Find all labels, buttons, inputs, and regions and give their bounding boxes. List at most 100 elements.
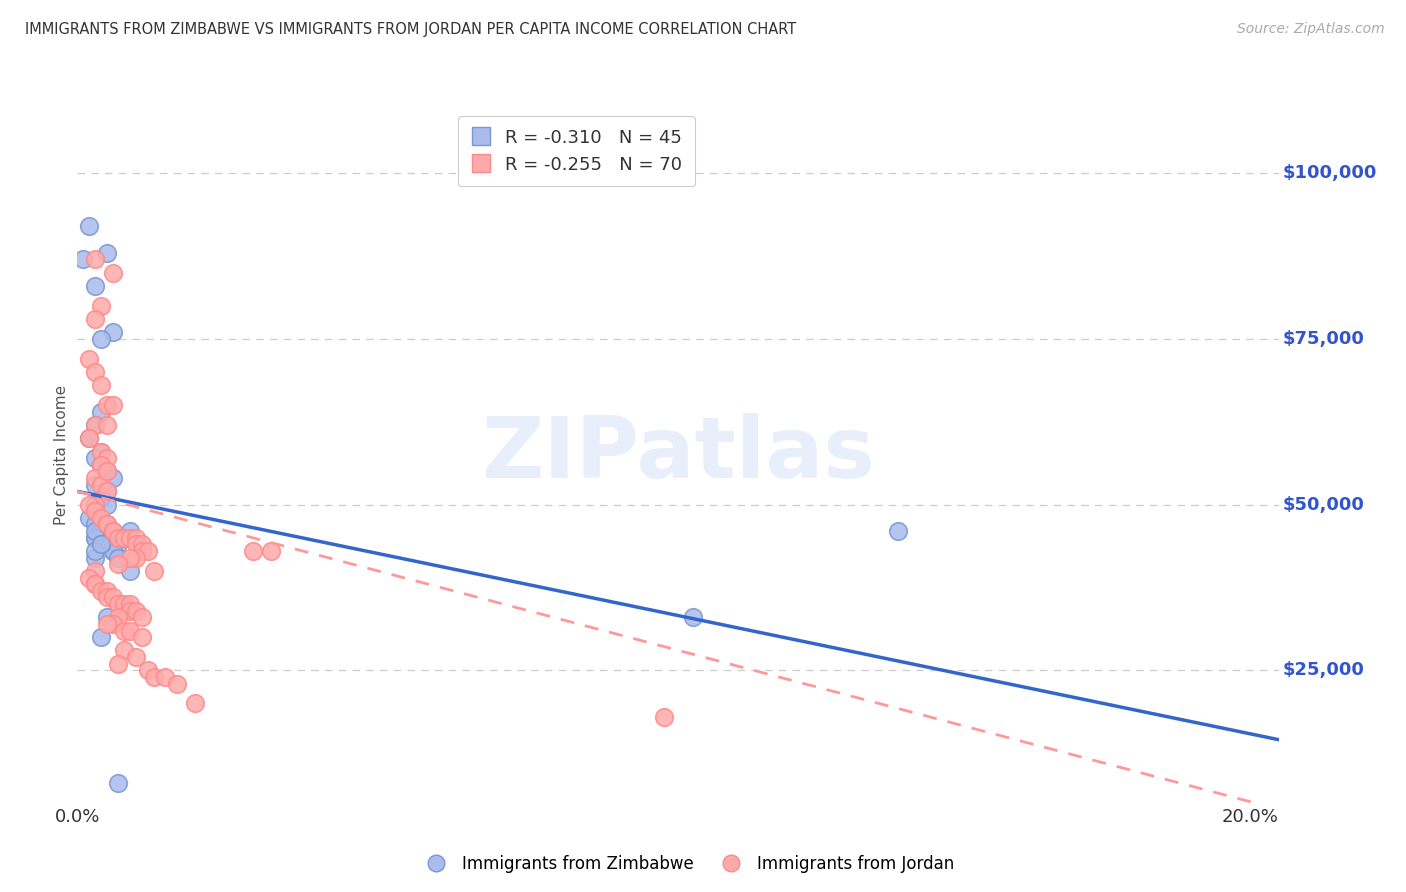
Point (84, 498, 107, 512)
Point (120, 597, 142, 611)
Point (112, 531, 135, 545)
Point (84, 498, 107, 512)
Point (183, 697, 205, 711)
Point (84, 504, 107, 518)
Point (84, 365, 107, 379)
Point (96, 451, 118, 466)
Point (96, 398, 118, 412)
Point (101, 524, 124, 538)
Point (84, 544, 107, 558)
Point (120, 564, 142, 578)
Text: $100,000: $100,000 (1282, 164, 1376, 182)
Point (72, 252, 94, 267)
Point (112, 604, 135, 618)
Point (107, 657, 129, 671)
Point (136, 544, 159, 558)
Point (125, 531, 148, 545)
Point (84, 312, 107, 326)
Point (120, 604, 142, 618)
Point (90, 444, 112, 458)
Point (107, 597, 129, 611)
Point (125, 550, 148, 565)
Point (84, 577, 107, 591)
Point (131, 630, 153, 644)
Point (84, 504, 107, 518)
Point (112, 643, 135, 657)
Point (101, 591, 124, 605)
Point (107, 550, 129, 565)
Point (90, 405, 112, 419)
Point (125, 650, 148, 665)
Point (84, 418, 107, 433)
Point (101, 471, 124, 485)
Point (131, 610, 153, 624)
Point (96, 610, 118, 624)
Point (90, 524, 112, 538)
Point (84, 477, 107, 491)
Text: $75,000: $75,000 (1282, 330, 1364, 348)
Point (887, 524, 910, 538)
Point (136, 663, 159, 677)
Text: ZIPatlas: ZIPatlas (481, 413, 876, 497)
Point (90, 332, 112, 346)
Point (90, 537, 112, 551)
Point (155, 670, 177, 684)
Point (84, 531, 107, 545)
Point (125, 537, 148, 551)
Point (96, 465, 118, 479)
Point (96, 537, 118, 551)
Point (96, 245, 118, 260)
Point (96, 484, 118, 499)
Point (96, 484, 118, 499)
Point (84, 418, 107, 433)
Point (652, 709, 675, 723)
Y-axis label: Per Capita Income: Per Capita Income (53, 384, 69, 525)
Point (77, 570, 100, 584)
Point (90, 444, 112, 458)
Point (120, 624, 142, 638)
Point (142, 564, 165, 578)
Point (96, 418, 118, 433)
Legend: Immigrants from Zimbabwe, Immigrants from Jordan: Immigrants from Zimbabwe, Immigrants fro… (418, 848, 960, 880)
Point (260, 544, 283, 558)
Point (84, 524, 107, 538)
Point (90, 511, 112, 525)
Point (90, 458, 112, 472)
Point (242, 544, 264, 558)
Text: $25,000: $25,000 (1282, 661, 1364, 680)
Point (90, 537, 112, 551)
Point (125, 604, 148, 618)
Text: $50,000: $50,000 (1282, 496, 1364, 514)
Point (107, 610, 129, 624)
Point (96, 583, 118, 598)
Point (84, 471, 107, 485)
Point (142, 670, 165, 684)
Point (101, 544, 124, 558)
Point (90, 458, 112, 472)
Point (96, 517, 118, 532)
Point (84, 577, 107, 591)
Point (112, 531, 135, 545)
Point (112, 597, 135, 611)
Point (101, 326, 124, 340)
Text: Source: ZipAtlas.com: Source: ZipAtlas.com (1237, 22, 1385, 37)
Point (77, 351, 100, 366)
Point (96, 591, 118, 605)
Point (112, 624, 135, 638)
Point (107, 597, 129, 611)
Point (120, 524, 142, 538)
Point (101, 544, 124, 558)
Legend: R = -0.310   N = 45, R = -0.255   N = 70: R = -0.310 N = 45, R = -0.255 N = 70 (458, 116, 695, 186)
Point (96, 465, 118, 479)
Point (131, 544, 153, 558)
Point (84, 517, 107, 532)
Point (77, 511, 100, 525)
Point (107, 558, 129, 572)
Point (107, 537, 129, 551)
Point (96, 616, 118, 631)
Point (90, 491, 112, 505)
Point (90, 630, 112, 644)
Point (77, 219, 100, 234)
Point (84, 451, 107, 466)
Point (77, 431, 100, 445)
